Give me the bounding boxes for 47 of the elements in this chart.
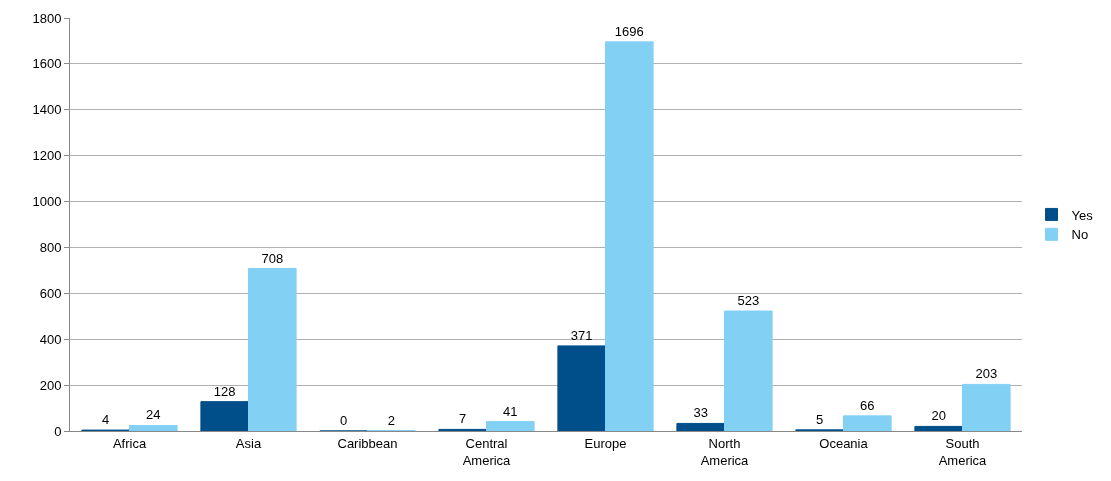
data-label: 5	[816, 411, 824, 427]
x-tick-label: South America	[938, 435, 988, 468]
x-tick-label: Europe	[584, 435, 627, 451]
bar	[129, 424, 178, 431]
y-tick-label: 1200	[32, 148, 62, 164]
y-tick-label: 400	[39, 331, 62, 347]
legend-label: No	[1071, 227, 1089, 243]
x-tick-label: Oceania	[819, 435, 869, 451]
y-tick-label: 1000	[32, 194, 62, 210]
bar	[962, 383, 1011, 431]
y-tick-label: 0	[54, 423, 62, 439]
legend-label: Yes	[1071, 207, 1094, 223]
x-tick-label: Central America	[462, 435, 512, 468]
bar	[605, 41, 654, 431]
x-tick-label: North America	[700, 435, 750, 468]
data-label: 33	[693, 405, 708, 421]
x-tick-label: Africa	[112, 435, 147, 451]
x-tick-label: Caribbean	[337, 435, 398, 451]
data-label: 371	[570, 327, 593, 343]
bar	[914, 425, 963, 431]
data-label: 1696	[614, 23, 644, 39]
data-label: 203	[975, 366, 998, 382]
y-tick-label: 600	[39, 285, 62, 301]
x-tick-label: Asia	[235, 435, 262, 451]
y-tick-label: 1400	[32, 102, 62, 118]
data-label: 20	[931, 408, 946, 424]
bar	[724, 310, 773, 431]
y-tick-label: 200	[39, 377, 62, 393]
data-label: 0	[340, 413, 348, 428]
data-label: 41	[503, 403, 518, 419]
data-label: 2	[387, 412, 395, 428]
y-tick-label: 1600	[32, 56, 62, 72]
data-label: 708	[261, 250, 284, 266]
data-label: 66	[860, 397, 875, 413]
bar	[557, 345, 606, 431]
bar	[843, 415, 892, 431]
bar	[248, 268, 297, 431]
data-label: 24	[146, 407, 161, 423]
bar	[676, 422, 725, 431]
bar	[200, 401, 249, 431]
y-tick-label: 1800	[32, 10, 62, 26]
data-label: 128	[213, 383, 236, 399]
bar	[486, 421, 535, 431]
data-label: 7	[459, 411, 467, 427]
data-label: 523	[737, 293, 760, 308]
data-label: 4	[102, 412, 110, 428]
y-tick-label: 800	[39, 239, 62, 255]
